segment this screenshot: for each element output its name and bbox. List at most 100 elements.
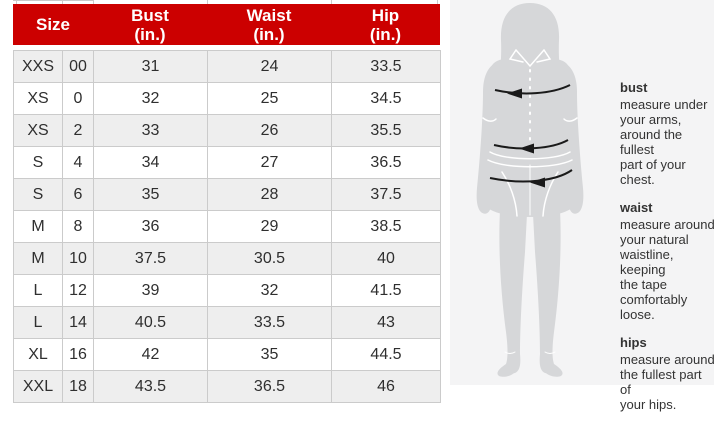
cell-bust: 32 [93,82,208,115]
table-row: M 8 36 29 38.5 [13,210,441,243]
cell-num: 10 [62,242,94,275]
collar-left-flap [508,49,524,63]
cell-hip: 44.5 [331,338,441,371]
cell-bust: 43.5 [93,370,208,403]
cell-waist: 27 [207,146,332,179]
cell-num: 8 [62,210,94,243]
right-arm [564,63,584,214]
table-row: L 14 40.5 33.5 43 [13,306,441,339]
cell-hip: 34.5 [331,82,441,115]
hips-instructions: hips measure around the fullest part of … [620,335,715,412]
waist-arrow [493,139,569,150]
measure-instructions: bust measure under your arms, around the… [620,80,716,425]
cell-size: XS [13,114,63,147]
table-row: S 6 35 28 37.5 [13,178,441,211]
cell-hip: 46 [331,370,441,403]
bust-instructions: bust measure under your arms, around the… [620,80,716,187]
cell-size: XL [13,338,63,371]
cell-size: M [13,210,63,243]
measurement-arrows [489,84,573,188]
right-ankle-line [544,351,556,354]
header-waist: Waist (in.) [246,5,292,44]
right-foot [546,364,563,377]
cell-size: XXS [13,50,63,83]
cell-waist: 35 [207,338,332,371]
cell-bust: 33 [93,114,208,147]
cell-waist: 30.5 [207,242,332,275]
left-leg [499,210,527,374]
cell-num: 6 [62,178,94,211]
left-pocket [501,171,518,217]
cropped-row-fragment [13,0,440,4]
cell-hip: 37.5 [331,178,441,211]
cell-bust: 42 [93,338,208,371]
cell-waist: 36.5 [207,370,332,403]
collar-right-flap [536,49,552,63]
cell-bust: 34 [93,146,208,179]
cell-size: S [13,178,63,211]
right-pocket [542,171,559,217]
cell-hip: 40 [331,242,441,275]
table-row: XS 2 33 26 35.5 [13,114,441,147]
right-cuff [563,117,578,122]
size-chart-table: XXS 00 31 24 33.5 XS 0 32 25 34.5 XS 2 3… [13,50,441,403]
cell-num: 14 [62,306,94,339]
waist-arrowhead [519,143,534,154]
woman-silhouette-illustration [476,3,584,377]
cell-hip: 43 [331,306,441,339]
cell-waist: 29 [207,210,332,243]
cell-size: XS [13,82,63,115]
clothing-lines [482,49,578,354]
cell-size: M [13,242,63,275]
right-leg [533,210,561,374]
table-row: XL 16 42 35 44.5 [13,338,441,371]
cell-num: 2 [62,114,94,147]
hips-heading: hips [620,335,647,350]
table-row: XXL 18 43.5 36.5 46 [13,370,441,403]
hip-arrowhead [530,177,545,188]
waist-instructions: waist measure around your natural waistl… [620,200,715,322]
cell-hip: 35.5 [331,114,441,147]
cell-bust: 35 [93,178,208,211]
silhouette-shapes [476,3,584,377]
torso [482,56,578,217]
cell-waist: 26 [207,114,332,147]
cell-waist: 33.5 [207,306,332,339]
cell-waist: 24 [207,50,332,83]
cell-num: 16 [62,338,94,371]
cell-size: L [13,306,63,339]
table-row: XS 0 32 25 34.5 [13,82,441,115]
neck [522,40,538,60]
bust-heading: bust [620,80,648,95]
header-size: Size [35,15,71,34]
head [516,10,544,48]
cell-bust: 39 [93,274,208,307]
cell-size: L [13,274,63,307]
left-arm [476,63,496,214]
cell-num: 00 [62,50,94,83]
table-row: S 4 34 27 36.5 [13,146,441,179]
cell-num: 0 [62,82,94,115]
cell-hip: 36.5 [331,146,441,179]
cell-bust: 31 [93,50,208,83]
cell-waist: 32 [207,274,332,307]
collar [515,49,545,68]
left-ankle-line [504,351,516,354]
cell-hip: 41.5 [331,274,441,307]
cell-bust: 37.5 [93,242,208,275]
left-cuff [482,117,497,122]
bust-arrowhead [507,88,522,99]
size-chart-header: Size Bust (in.) Waist (in.) Hip (in.) [13,4,440,45]
left-foot [497,364,514,377]
bust-arrow [494,84,571,95]
waist-heading: waist [620,200,653,215]
cell-bust: 36 [93,210,208,243]
cell-waist: 28 [207,178,332,211]
cell-hip: 38.5 [331,210,441,243]
cell-hip: 33.5 [331,50,441,83]
measure-guide-panel: bust measure under your arms, around the… [450,0,715,412]
cell-waist: 25 [207,82,332,115]
header-bust: Bust (in.) [131,5,169,44]
cell-num: 4 [62,146,94,179]
